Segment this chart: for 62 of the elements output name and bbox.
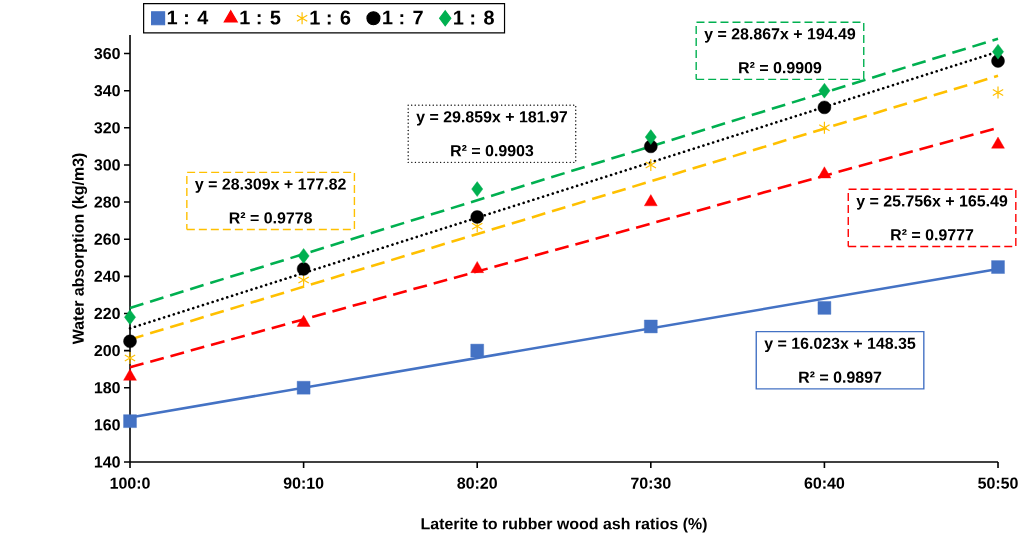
point (296, 381, 311, 395)
point (470, 210, 484, 224)
point (645, 129, 657, 145)
y-tick-label: 340 (94, 85, 120, 97)
y-axis-title: Water absorption (kg/m3) (72, 153, 88, 345)
legend-label: 1 : 5 (240, 10, 281, 25)
point (817, 166, 832, 179)
y-tick-label: 180 (94, 382, 120, 394)
x-tick-label: 100:0 (110, 477, 150, 489)
point (297, 273, 310, 287)
point (123, 414, 137, 428)
point (818, 121, 831, 135)
annotation: y = 29.859x + 181.97 (416, 111, 568, 126)
point (817, 301, 832, 315)
point (471, 181, 484, 197)
y-tick-label: 360 (94, 47, 120, 60)
y-tick-label: 160 (94, 419, 120, 431)
point (992, 44, 1004, 60)
y-tick-label: 300 (94, 159, 120, 171)
point (991, 136, 1005, 149)
annotation: R² = 0.9909 (739, 62, 822, 74)
point (644, 319, 658, 334)
point (818, 83, 831, 99)
point (470, 343, 484, 358)
annotation: y = 28.867x + 194.49 (704, 28, 856, 43)
point (991, 260, 1005, 274)
point (124, 309, 136, 325)
y-tick-label: 200 (94, 344, 120, 357)
x-tick-label: 50:50 (978, 477, 1018, 489)
point (296, 315, 311, 327)
annotation: y = 28.309x + 177.82 (194, 178, 346, 193)
y-tick-label: 260 (94, 233, 120, 245)
x-tick-label: 60:40 (804, 477, 845, 489)
point (817, 100, 832, 115)
point (296, 262, 311, 276)
annotation: R² = 0.9778 (229, 212, 312, 224)
legend-label: 1 : 4 (167, 10, 209, 25)
x-axis-title: Laterite to rubber wood ash ratios (%) (421, 517, 707, 533)
point (297, 248, 310, 264)
y-tick-label: 240 (94, 270, 120, 282)
point (992, 85, 1004, 100)
y-tick-label: 140 (94, 456, 120, 468)
annotation: y = 25.756x + 165.49 (856, 195, 1008, 210)
point (644, 194, 658, 207)
point (645, 158, 657, 172)
annotation: R² = 0.9903 (451, 145, 534, 157)
point (124, 351, 136, 365)
y-tick-label: 320 (94, 122, 120, 134)
annotation: y = 16.023x + 148.35 (764, 337, 916, 353)
legend-label: 1 : 7 (383, 10, 423, 25)
legend-label: 1 : 6 (310, 10, 351, 25)
y-tick-label: 280 (94, 196, 120, 208)
annotation: R² = 0.9777 (891, 229, 974, 241)
x-tick-label: 70:30 (631, 477, 671, 489)
x-tick-label: 80:20 (457, 477, 497, 489)
y-tick-label: 220 (94, 307, 120, 320)
point (123, 368, 137, 381)
legend-label: 1 : 8 (454, 10, 494, 25)
point (470, 261, 484, 273)
x-tick-label: 90:10 (283, 477, 324, 489)
point (123, 334, 137, 348)
annotation: R² = 0.9897 (799, 371, 882, 383)
